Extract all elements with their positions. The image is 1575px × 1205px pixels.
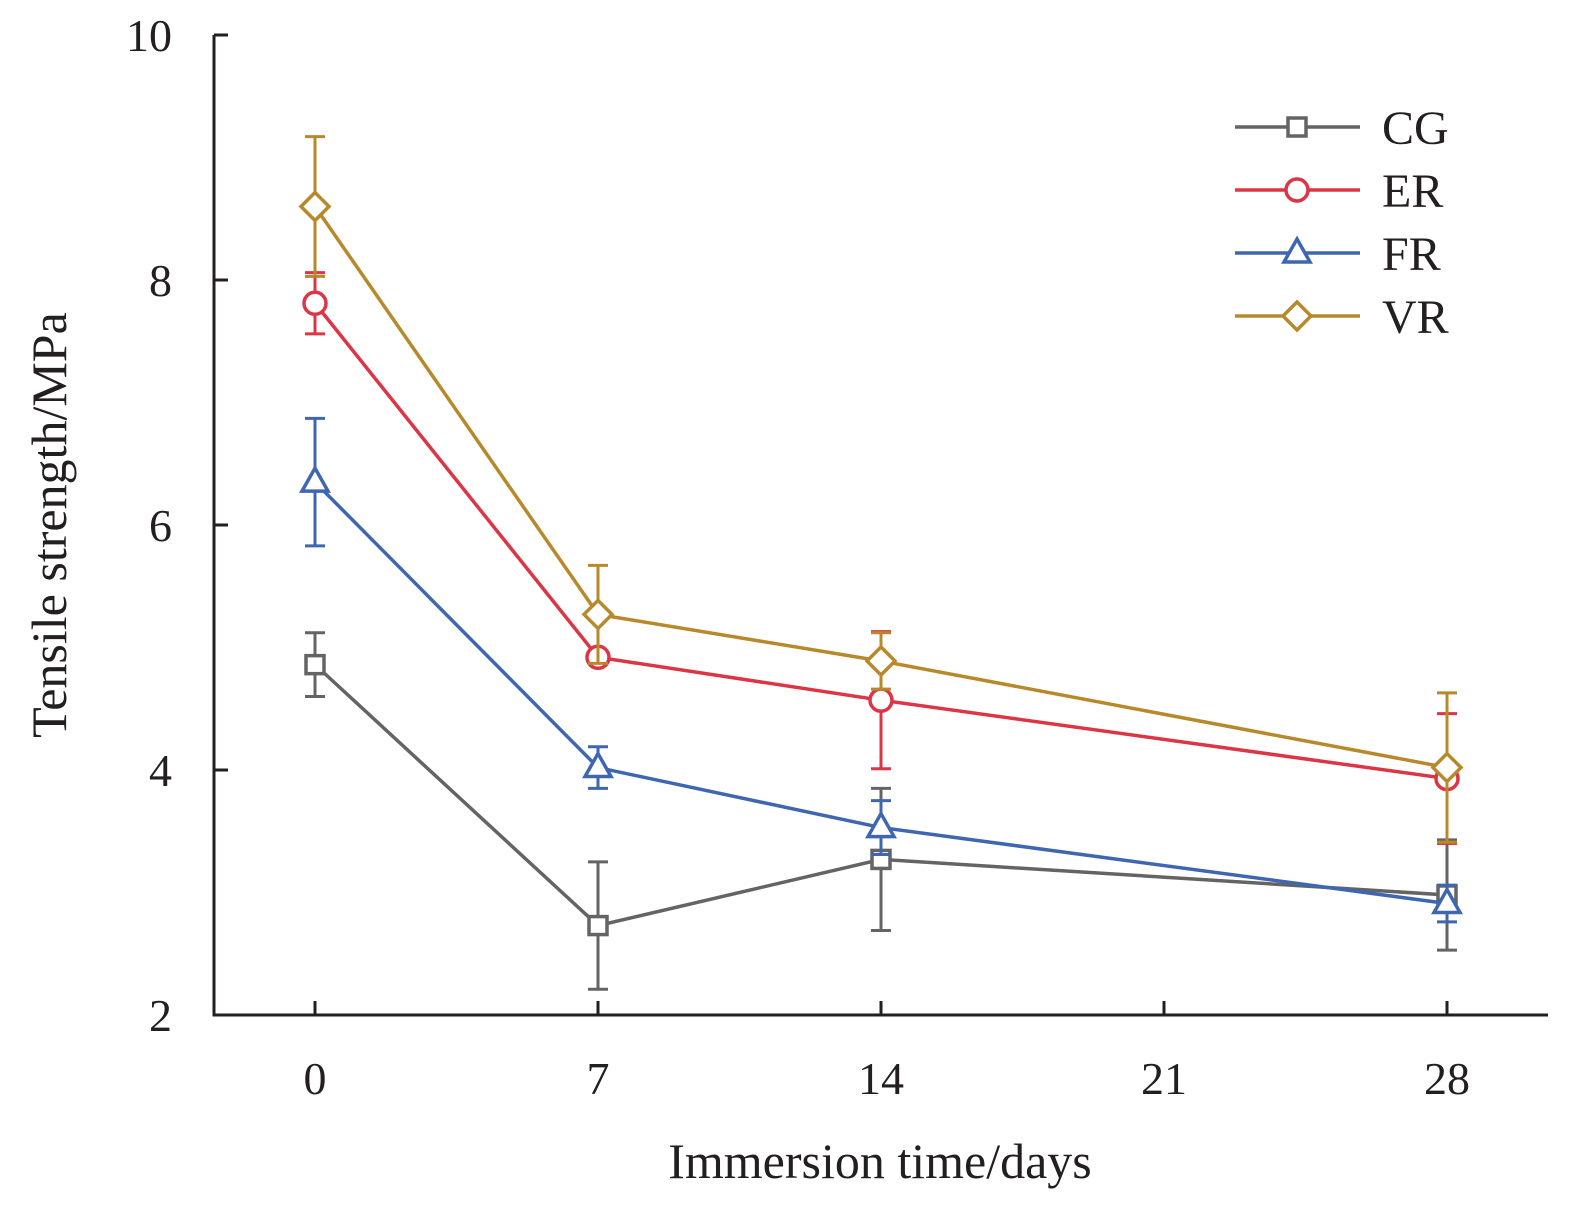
y-tick-label: 8: [149, 255, 172, 306]
x-axis-title: Immersion time/days: [668, 1133, 1092, 1189]
series-er: [302, 271, 1460, 845]
legend-marker-vr: [1280, 299, 1314, 333]
legend-marker-cg: [1286, 116, 1308, 138]
legend-label-er: ER: [1382, 165, 1443, 218]
legend-item-fr: FR: [1235, 228, 1441, 281]
data-point-cg: [587, 914, 609, 937]
series-cg: [304, 631, 1458, 991]
data-point-vr: [581, 597, 615, 631]
series-vr: [298, 135, 1464, 844]
y-tick-label: 10: [126, 10, 172, 61]
legend-label-fr: FR: [1382, 228, 1441, 281]
data-point-fr: [865, 810, 897, 839]
x-tick-label: 0: [304, 1053, 327, 1104]
data-point-vr: [864, 644, 898, 678]
legend: CG ER FR VR: [1235, 102, 1449, 344]
data-point-er: [868, 687, 894, 713]
axes-layer: 2 4 6 8 10 0 7 14 21 28: [126, 10, 1548, 1104]
series-line-er: [313, 302, 1448, 781]
data-point-er: [302, 290, 328, 317]
data-point-fr: [299, 464, 331, 493]
data-point-fr: [1431, 885, 1463, 915]
series-line-vr: [313, 205, 1448, 770]
x-tick-label: 28: [1424, 1053, 1470, 1104]
series-layer: [298, 135, 1464, 991]
series-line-cg: [313, 663, 1448, 928]
data-point-fr: [582, 749, 614, 779]
x-tick-label: 14: [858, 1053, 904, 1104]
data-point-vr: [1430, 751, 1464, 785]
y-tick-label: 2: [149, 990, 172, 1041]
legend-item-er: ER: [1235, 165, 1443, 218]
legend-item-cg: CG: [1235, 102, 1449, 155]
series-fr: [299, 416, 1463, 924]
data-point-vr: [298, 190, 332, 223]
x-tick-label: 7: [587, 1053, 610, 1104]
legend-marker-fr: [1281, 235, 1313, 264]
y-tick-label: 6: [149, 500, 172, 551]
y-tick-label: 4: [149, 745, 172, 796]
legend-label-cg: CG: [1382, 102, 1449, 155]
legend-marker-er: [1284, 177, 1310, 203]
legend-label-vr: VR: [1382, 291, 1449, 344]
y-axis-title: Tensile strength/MPa: [21, 312, 77, 738]
x-tick-label: 21: [1141, 1053, 1187, 1104]
legend-item-vr: VR: [1235, 291, 1449, 344]
series-line-fr: [313, 480, 1448, 906]
data-point-cg: [304, 653, 326, 676]
